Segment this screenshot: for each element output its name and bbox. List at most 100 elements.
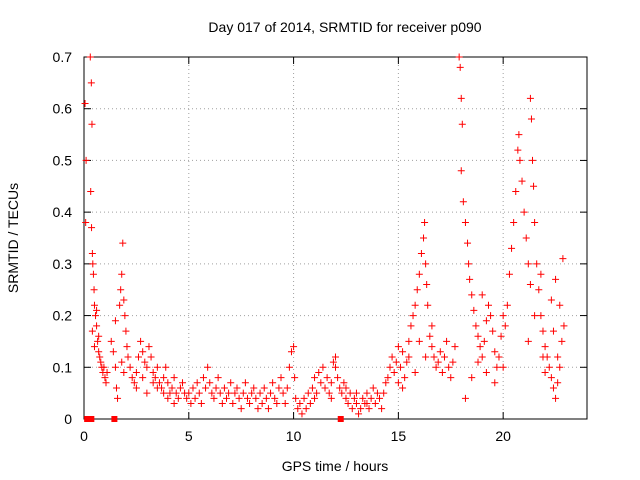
data-point [531, 218, 539, 226]
data-point [554, 353, 562, 361]
data-point [384, 374, 392, 382]
data-point [409, 312, 417, 320]
data-point [394, 343, 402, 351]
data-point [552, 275, 560, 283]
data-point [298, 410, 306, 418]
data-point [399, 348, 407, 356]
gap-point [88, 416, 95, 422]
data-point [340, 379, 348, 387]
data-point [170, 399, 178, 407]
data-point [484, 301, 492, 309]
y-tick-label: 0.5 [53, 152, 73, 168]
data-point [512, 187, 520, 195]
data-point [332, 363, 339, 371]
data-point [155, 379, 163, 387]
data-point [202, 384, 210, 392]
data-point [246, 399, 254, 407]
data-point [227, 379, 235, 387]
data-point [277, 374, 285, 382]
data-point [89, 260, 97, 268]
data-point [206, 379, 214, 387]
data-point [531, 312, 539, 320]
data-point [388, 353, 396, 361]
y-tick-label: 0.7 [53, 49, 73, 65]
data-point [160, 374, 168, 382]
data-point [552, 394, 560, 402]
data-point [424, 301, 432, 309]
data-point [95, 332, 103, 340]
data-point [229, 399, 237, 407]
data-point [399, 384, 407, 392]
data-point [93, 306, 101, 314]
data-point [545, 363, 553, 371]
chart-title: Day 017 of 2014, SRMTID for receiver p09… [208, 19, 481, 35]
data-point [466, 275, 474, 283]
data-point [300, 394, 308, 402]
data-point [94, 337, 102, 345]
data-point [342, 394, 350, 402]
data-point [508, 244, 516, 252]
data-point [423, 281, 431, 289]
data-point [306, 399, 314, 407]
data-point [208, 389, 216, 397]
data-point [464, 239, 472, 247]
data-point [451, 343, 459, 351]
data-point [426, 332, 434, 340]
data-point [149, 368, 157, 376]
data-point [407, 322, 415, 330]
data-point [195, 389, 203, 397]
data-point [82, 156, 90, 164]
gap-point [84, 416, 91, 422]
data-point [187, 399, 195, 407]
data-point [394, 379, 402, 387]
data-point [174, 394, 182, 402]
data-point [216, 389, 224, 397]
data-point [122, 327, 130, 335]
data-point [130, 379, 138, 387]
data-point [107, 337, 115, 345]
data-point [149, 379, 157, 387]
data-point [405, 353, 413, 361]
data-point [143, 389, 151, 397]
data-point [357, 405, 365, 413]
data-point [348, 405, 356, 413]
data-point [220, 384, 228, 392]
data-point [95, 348, 103, 356]
data-point [332, 353, 339, 361]
data-point [470, 306, 478, 314]
data-point [352, 389, 360, 397]
data-point [472, 322, 480, 330]
data-point [438, 368, 446, 376]
data-point [102, 379, 110, 387]
data-point [176, 384, 184, 392]
data-point [193, 379, 201, 387]
data-point [134, 353, 142, 361]
data-point [390, 368, 398, 376]
data-point [501, 322, 509, 330]
data-point [189, 384, 197, 392]
data-point [482, 368, 490, 376]
data-point [88, 120, 96, 128]
data-point [100, 363, 108, 371]
data-point [491, 379, 499, 387]
data-point [153, 384, 161, 392]
data-point [559, 255, 567, 263]
data-point [535, 286, 543, 294]
y-tick-label: 0.6 [53, 101, 73, 117]
data-point [315, 368, 323, 376]
data-point [290, 343, 298, 351]
data-point [487, 312, 495, 320]
data-point [549, 327, 557, 335]
data-point [413, 286, 421, 294]
y-tick-label: 0.2 [53, 308, 73, 324]
data-point [411, 368, 419, 376]
data-point [493, 363, 501, 371]
data-point [172, 389, 180, 397]
data-point [90, 301, 98, 309]
data-point [252, 394, 260, 402]
data-point [373, 389, 381, 397]
data-point [539, 353, 547, 361]
data-point [120, 368, 128, 376]
data-point [287, 348, 295, 356]
